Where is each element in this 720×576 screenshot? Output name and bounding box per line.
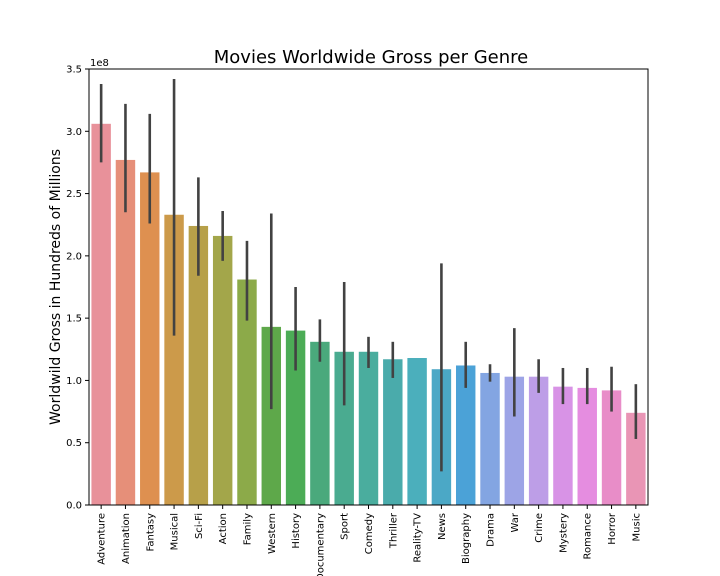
y-axis-offset-label: 1e8 (90, 58, 109, 69)
y-tick-label: 2.5 (66, 189, 82, 200)
bar-family (237, 279, 257, 505)
bar-action (212, 235, 233, 505)
bar-war (504, 376, 525, 505)
x-tick-label: Thriller (388, 512, 399, 549)
y-tick-label: 1.0 (66, 376, 82, 387)
y-tick-label: 1.5 (66, 314, 82, 325)
x-tick-label: Family (242, 513, 253, 545)
bar-animation (115, 159, 136, 506)
y-tick-label: 0.0 (66, 501, 82, 512)
x-tick-label: Mystery (558, 513, 569, 553)
bar-mystery (553, 386, 573, 505)
x-tick-label: War (510, 512, 521, 532)
bar-reality-tv (407, 358, 427, 505)
bar-musical (164, 214, 184, 505)
x-tick-label: Action (218, 513, 229, 544)
bar-comedy (358, 351, 379, 505)
x-tick-label: Horror (607, 512, 618, 545)
y-tick-label: 3.5 (66, 65, 82, 76)
x-tick-label: Comedy (364, 513, 375, 554)
x-tick-label: Crime (534, 513, 545, 543)
x-tick-label: Romance (583, 513, 594, 559)
bar-crime (528, 376, 549, 505)
bar-sci-fi (188, 225, 209, 505)
bar-fantasy (140, 172, 160, 505)
y-tick-label: 2.0 (66, 251, 82, 262)
x-tick-label: Music (631, 513, 642, 541)
bar-horror (601, 390, 622, 505)
x-tick-label: Sport (340, 513, 351, 540)
bar-music (626, 412, 646, 505)
x-tick-label: Animation (121, 513, 132, 564)
y-tick-label: 0.5 (66, 438, 82, 449)
x-tick-label: Adventure (97, 513, 108, 565)
bar-romance (577, 387, 597, 505)
x-tick-label: Musical (170, 513, 181, 550)
bar-biography (455, 365, 476, 505)
y-tick-label: 3.0 (66, 127, 82, 138)
bar-sport (334, 351, 354, 505)
bar-documentary (310, 341, 330, 505)
chart-title: Movies Worldwide Gross per Genre (214, 47, 528, 68)
x-tick-label: Biography (461, 513, 472, 564)
bar-adventure (91, 123, 111, 505)
plot-area: 0.0 0.5 1.0 1.5 2.0 2.5 3.0 3.5 Adventure Animati… (66, 65, 646, 576)
x-tick-label: Drama (486, 513, 497, 547)
x-tick-label: Documentary (315, 513, 326, 576)
bar-thriller (383, 359, 403, 505)
bar-western (261, 326, 282, 505)
x-tick-label: Reality-TV (413, 513, 424, 563)
bar-drama (480, 372, 500, 505)
bar-history (285, 330, 306, 505)
x-tick-label: Western (267, 513, 278, 554)
x-tick-label: Sci-Fi (194, 513, 205, 539)
plot-frame (88, 68, 649, 506)
x-tick-label: Fantasy (145, 513, 156, 552)
x-tick-label: History (291, 513, 302, 549)
y-axis-title: Worldwild Gross in Hundreds of Millions (48, 149, 64, 425)
x-tick-label: News (437, 513, 448, 540)
